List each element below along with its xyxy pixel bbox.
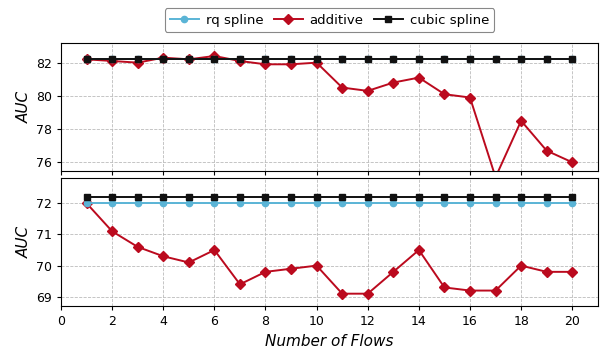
Y-axis label: AUC: AUC [17,226,32,258]
Legend: rq spline, additive, cubic spline: rq spline, additive, cubic spline [165,9,494,32]
Y-axis label: AUC: AUC [17,90,32,123]
X-axis label: Number of Flows: Number of Flows [265,334,393,349]
